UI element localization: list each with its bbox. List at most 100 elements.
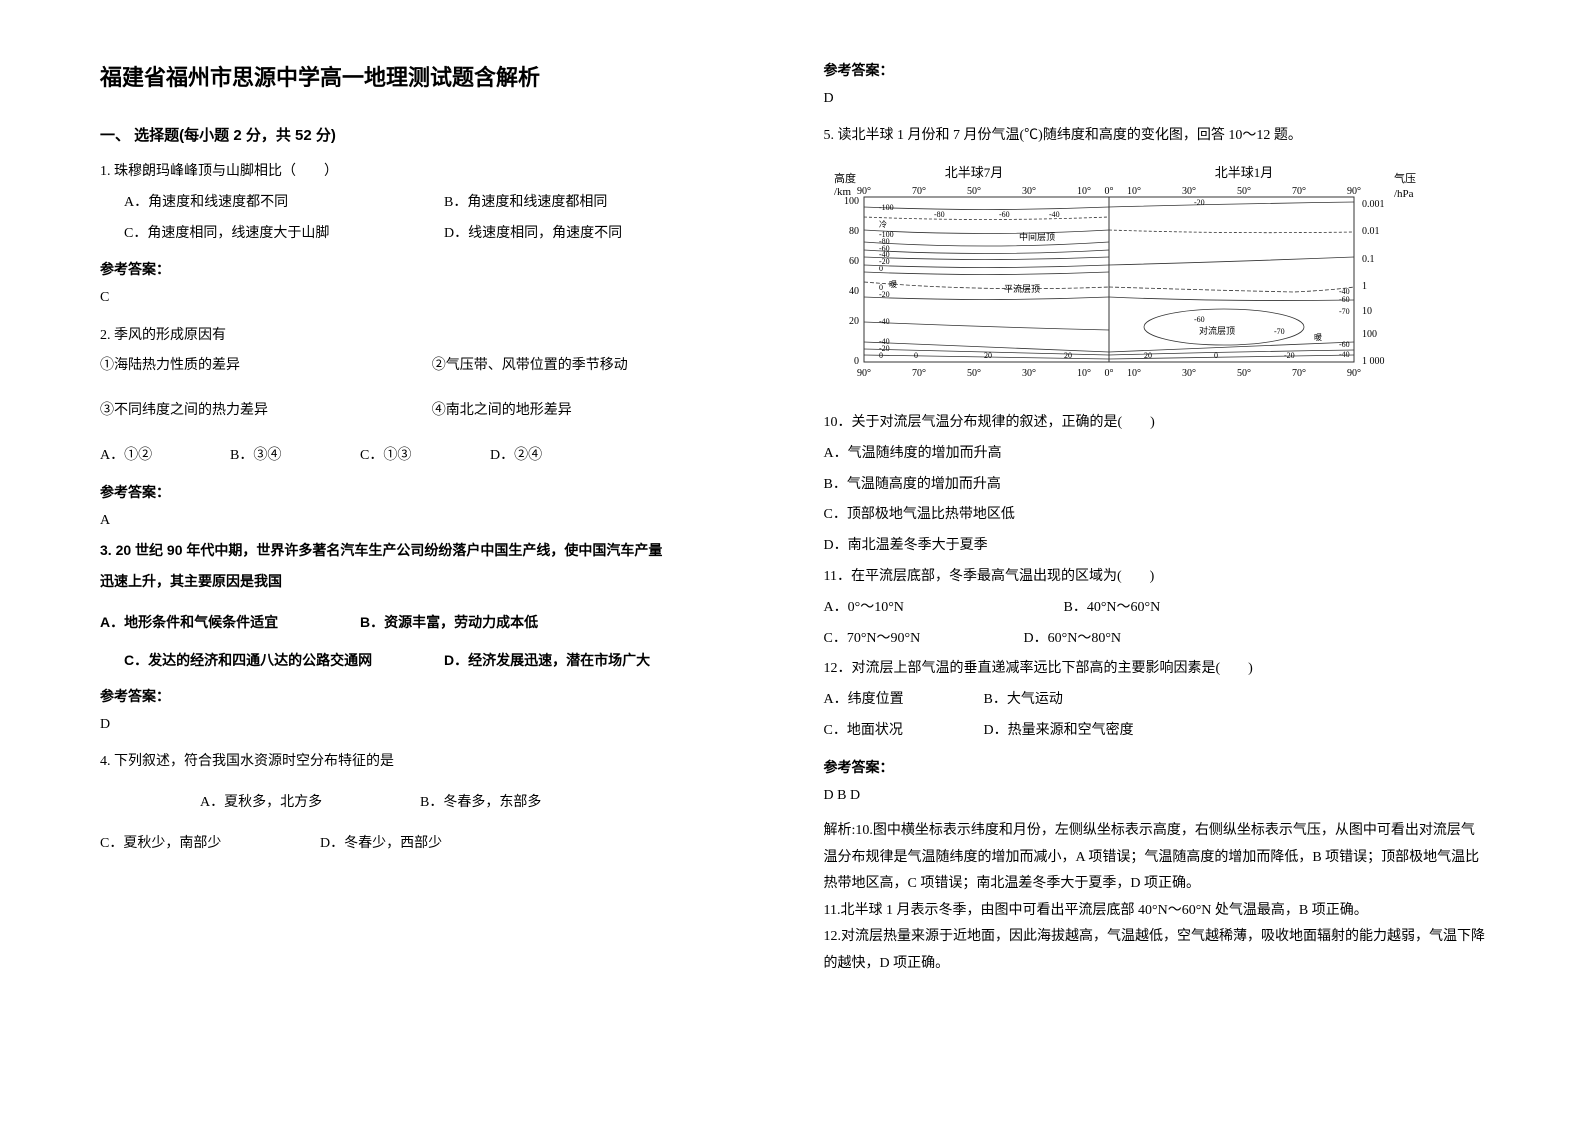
- q2-sub4: ④南北之间的地形差异: [432, 396, 764, 427]
- svg-text:10°: 10°: [1077, 186, 1091, 197]
- svg-text:30°: 30°: [1182, 368, 1196, 379]
- svg-text:20: 20: [1064, 351, 1072, 360]
- q1-opt-a: A．角速度和线速度都不同: [124, 188, 404, 219]
- q10-opt-d: D．南北温差冬季大于夏季: [824, 531, 1488, 562]
- q12-opt-c: C．地面状况: [824, 716, 944, 747]
- svg-text:1 000: 1 000: [1362, 356, 1385, 367]
- explain-10: 解析:10.图中横坐标表示纬度和月份，左侧纵坐标表示高度，右侧纵坐标表示气压，从…: [824, 818, 1488, 898]
- q11-options-1: A．0°～10°N B．40°N～60°N: [824, 593, 1488, 624]
- chart-title-left: 北半球7月: [944, 165, 1003, 180]
- svg-text:90°: 90°: [857, 368, 871, 379]
- svg-text:90°: 90°: [1347, 368, 1361, 379]
- q3-opt-d: D．经济发展迅速，潜在市场广大: [444, 645, 650, 676]
- q5-text: 5. 读北半球 1 月份和 7 月份气温(℃)随纬度和高度的变化图，回答 10～…: [824, 121, 1488, 152]
- a2: A: [100, 508, 764, 533]
- svg-text:-60: -60: [1339, 340, 1350, 349]
- svg-text:70°: 70°: [1292, 368, 1306, 379]
- q2-options: A．①② B．③④ C．①③ D．②④: [100, 441, 764, 472]
- svg-text:-70: -70: [1339, 307, 1350, 316]
- q4-text: 4. 下列叙述，符合我国水资源时空分布特征的是: [100, 747, 764, 778]
- svg-text:对流层顶: 对流层顶: [1199, 325, 1235, 336]
- svg-text:50°: 50°: [967, 368, 981, 379]
- svg-text:0.01: 0.01: [1362, 226, 1380, 237]
- answer-label-1: 参考答案：: [100, 259, 764, 279]
- answer-label-3: 参考答案：: [100, 686, 764, 706]
- q3-opt-c: C．发达的经济和四通八达的公路交通网: [124, 645, 404, 676]
- rlabel-top: 气压: [1394, 171, 1416, 185]
- q2-sub2: ②气压带、风带位置的季节移动: [432, 351, 764, 382]
- q12-opt-d: D．热量来源和空气密度: [984, 716, 1134, 747]
- q12-opt-a: A．纬度位置: [824, 685, 944, 716]
- svg-text:-40: -40: [1049, 210, 1060, 219]
- chart-svg: 高度 /km 气压 /hPa 北半球7月 北半球1月 100 80 60 40 …: [824, 162, 1424, 387]
- right-column: 参考答案： D 5. 读北半球 1 月份和 7 月份气温(℃)随纬度和高度的变化…: [824, 60, 1488, 1062]
- q4-options-1: A．夏秋多，北方多 B．冬春多，东部多: [100, 788, 764, 819]
- svg-text:100: 100: [1362, 329, 1377, 340]
- ylabel: 高度: [834, 171, 856, 185]
- svg-text:60: 60: [849, 256, 859, 267]
- rlabel-unit: /hPa: [1394, 188, 1414, 200]
- svg-text:0°: 0°: [1104, 186, 1113, 197]
- svg-text:20: 20: [984, 351, 992, 360]
- q10-opt-b: B．气温随高度的增加而升高: [824, 470, 1488, 501]
- q4-opt-a: A．夏秋多，北方多: [200, 788, 380, 819]
- q1-text: 1. 珠穆朗玛峰峰顶与山脚相比（ ）: [100, 157, 764, 188]
- q11-opt-b: B．40°N～60°N: [1064, 593, 1161, 624]
- svg-text:50°: 50°: [967, 186, 981, 197]
- q10-text: 10．关于对流层气温分布规律的叙述，正确的是( ): [824, 408, 1488, 439]
- svg-text:50°: 50°: [1237, 368, 1251, 379]
- svg-text:-40: -40: [879, 317, 890, 326]
- q2-opt-c: C．①③: [360, 441, 450, 472]
- q4-opt-c: C．夏秋少，南部少: [100, 829, 280, 860]
- q11-opt-a: A．0°～10°N: [824, 593, 1024, 624]
- q2-subs: ①海陆热力性质的差异 ②气压带、风带位置的季节移动 ③不同纬度之间的热力差异 ④…: [100, 351, 764, 427]
- q11-options-2: C．70°N～90°N D．60°N～80°N: [824, 624, 1488, 655]
- explain-12: 12.对流层热量来源于近地面，因此海拔越高，气温越低，空气越稀薄，吸收地面辐射的…: [824, 924, 1488, 977]
- svg-text:-70: -70: [1274, 327, 1285, 336]
- q1-opt-c: C．角速度相同，线速度大于山脚: [124, 219, 404, 250]
- svg-text:-40: -40: [1339, 350, 1350, 359]
- svg-text:30°: 30°: [1022, 186, 1036, 197]
- svg-text:10: 10: [1362, 306, 1372, 317]
- svg-text:0.1: 0.1: [1362, 254, 1375, 265]
- answer-label-5: 参考答案：: [824, 757, 1488, 777]
- svg-text:-20: -20: [1194, 198, 1205, 207]
- q3-text1: 3. 20 世纪 90 年代中期，世界许多著名汽车生产公司纷纷落户中国生产线，使…: [100, 535, 764, 566]
- svg-text:50°: 50°: [1237, 186, 1251, 197]
- q12-options-1: A．纬度位置 B．大气运动: [824, 685, 1488, 716]
- q4-options-2: C．夏秋少，南部少 D．冬春少，西部少: [100, 829, 764, 860]
- explain-11: 11.北半球 1 月表示冬季，由图中可看出平流层底部 40°N～60°N 处气温…: [824, 898, 1488, 925]
- a1: C: [100, 285, 764, 310]
- chart-title-right: 北半球1月: [1214, 165, 1273, 180]
- svg-text:10°: 10°: [1127, 368, 1141, 379]
- q10-opt-a: A．气温随纬度的增加而升高: [824, 439, 1488, 470]
- q2-text: 2. 季风的形成原因有: [100, 321, 764, 352]
- svg-text:70°: 70°: [912, 368, 926, 379]
- q3-options-1: A．地形条件和气候条件适宜 B．资源丰富，劳动力成本低: [100, 607, 764, 638]
- svg-text:20: 20: [1144, 351, 1152, 360]
- a4: D: [824, 86, 1488, 111]
- q2-sub3: ③不同纬度之间的热力差异: [100, 396, 432, 427]
- svg-text:100: 100: [844, 196, 859, 207]
- svg-text:90°: 90°: [857, 186, 871, 197]
- svg-text:0°: 0°: [1104, 368, 1113, 379]
- a5: D B D: [824, 783, 1488, 808]
- q3-text2: 迅速上升，其主要原因是我国: [100, 566, 764, 597]
- q1-options: A．角速度和线速度都不同 B．角速度和线速度都相同: [100, 188, 764, 219]
- left-column: 福建省福州市思源中学高一地理测试题含解析 一、 选择题(每小题 2 分，共 52…: [100, 60, 764, 1062]
- q1-opt-d: D．线速度相同，角速度不同: [444, 219, 622, 250]
- q12-text: 12．对流层上部气温的垂直递减率远比下部高的主要影响因素是( ): [824, 654, 1488, 685]
- svg-text:10°: 10°: [1077, 368, 1091, 379]
- q2-opt-b: B．③④: [230, 441, 320, 472]
- svg-text:中间层顶: 中间层顶: [1019, 231, 1055, 242]
- svg-text:20: 20: [849, 316, 859, 327]
- svg-text:0: 0: [854, 356, 859, 367]
- section-header: 一、 选择题(每小题 2 分，共 52 分): [100, 124, 764, 145]
- page-title: 福建省福州市思源中学高一地理测试题含解析: [100, 60, 764, 92]
- q3-opt-a: A．地形条件和气候条件适宜: [100, 607, 320, 638]
- q11-text: 11．在平流层底部，冬季最高气温出现的区域为( ): [824, 562, 1488, 593]
- svg-text:-60: -60: [999, 210, 1010, 219]
- svg-text:-60: -60: [1339, 295, 1350, 304]
- svg-text:-20: -20: [1284, 351, 1295, 360]
- svg-text:-100: -100: [879, 203, 894, 212]
